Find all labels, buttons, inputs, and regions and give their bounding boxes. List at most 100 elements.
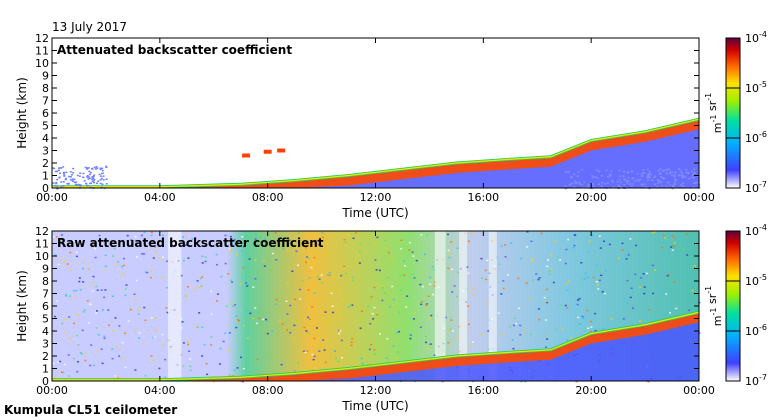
- noise-speck: [227, 273, 230, 275]
- noise-speck: [224, 262, 227, 265]
- noise-speck: [307, 289, 310, 291]
- noise-speck: [419, 326, 422, 329]
- noise-speck: [485, 259, 488, 262]
- noise-speck: [448, 252, 451, 254]
- noise-speck: [451, 291, 454, 293]
- noise-speck: [354, 260, 357, 262]
- noise-speck: [199, 277, 202, 280]
- noise-speck: [500, 245, 503, 248]
- noise-speck: [480, 257, 483, 260]
- noise-speck: [94, 256, 97, 259]
- noise-speck: [350, 344, 353, 347]
- noise-speck: [219, 347, 222, 350]
- low-echo-speck: [101, 172, 104, 175]
- noise-speck: [134, 369, 137, 371]
- noise-speck: [236, 318, 239, 321]
- noise-speck: [220, 275, 223, 278]
- noise-speck: [138, 332, 141, 334]
- boundary-layer-region: [52, 312, 699, 381]
- noise-speck: [384, 239, 387, 242]
- noise-speck: [286, 313, 289, 315]
- noise-speck: [403, 274, 406, 276]
- low-echo-speck: [578, 181, 581, 184]
- noise-speck: [238, 320, 241, 322]
- noise-speck: [500, 333, 503, 336]
- noise-speck: [331, 305, 334, 307]
- noise-speck: [324, 361, 327, 364]
- noise-speck: [123, 257, 126, 260]
- noise-speck: [314, 262, 317, 264]
- low-echo-speck: [54, 170, 57, 173]
- noise-speck: [227, 350, 230, 352]
- noise-speck: [121, 272, 124, 274]
- low-echo-speck: [606, 175, 609, 178]
- y-tick-label: 1: [42, 363, 49, 376]
- noise-speck: [328, 274, 331, 277]
- noise-speck: [254, 307, 257, 309]
- noise-speck: [457, 271, 460, 274]
- noise-speck: [65, 293, 68, 296]
- low-echo-speck: [636, 179, 639, 181]
- y-tick-label: 10: [35, 250, 49, 263]
- noise-speck: [143, 306, 146, 309]
- low-echo-speck: [673, 176, 676, 178]
- low-echo-speck: [692, 172, 695, 174]
- low-echo-speck: [86, 184, 89, 187]
- noise-speck: [326, 274, 329, 276]
- noise-speck: [69, 268, 72, 271]
- noise-speck: [337, 360, 340, 362]
- noise-speck: [373, 353, 376, 355]
- noise-speck: [598, 279, 601, 282]
- noise-speck: [62, 371, 65, 374]
- colorbar-tick-label: 10-4: [745, 30, 767, 45]
- noise-speck: [629, 296, 632, 299]
- low-echo-speck: [57, 167, 60, 169]
- low-echo-speck: [626, 180, 629, 182]
- noise-speck: [654, 269, 657, 271]
- noise-speck: [161, 333, 164, 336]
- noise-speck: [137, 313, 140, 315]
- noise-speck: [638, 286, 641, 289]
- low-echo-speck: [649, 176, 652, 179]
- noise-speck: [433, 284, 436, 287]
- noise-speck: [395, 357, 398, 359]
- noise-speck: [387, 251, 390, 254]
- noise-speck: [317, 243, 320, 246]
- noise-speck: [359, 327, 362, 329]
- noise-speck: [203, 343, 206, 346]
- noise-speck: [83, 309, 86, 311]
- y-tick-label: 0: [42, 375, 49, 388]
- noise-speck: [112, 255, 115, 257]
- noise-speck: [370, 295, 373, 298]
- noise-speck: [486, 303, 489, 305]
- noise-speck: [481, 277, 484, 280]
- low-echo-speck: [76, 174, 79, 177]
- low-echo-speck: [71, 178, 74, 180]
- noise-speck: [323, 349, 326, 351]
- noise-speck: [130, 239, 133, 241]
- noise-speck: [59, 360, 62, 363]
- noise-speck: [600, 274, 603, 277]
- noise-speck: [578, 298, 581, 300]
- noise-speck: [266, 332, 269, 335]
- noise-speck: [324, 341, 327, 344]
- noise-speck: [647, 380, 650, 383]
- noise-speck: [54, 375, 57, 378]
- low-echo-speck: [568, 171, 571, 173]
- noise-speck: [254, 259, 257, 261]
- noise-speck: [403, 264, 406, 267]
- noise-speck: [426, 234, 429, 237]
- low-echo-speck: [62, 180, 65, 183]
- noise-speck: [392, 298, 395, 301]
- noise-speck: [152, 257, 155, 259]
- low-echo-speck: [670, 174, 673, 177]
- noise-speck: [375, 269, 378, 271]
- noise-speck: [252, 286, 255, 288]
- noise-speck: [144, 319, 147, 322]
- low-echo-speck: [86, 176, 89, 178]
- noise-speck: [100, 289, 103, 291]
- noise-speck: [408, 241, 411, 244]
- noise-speck: [308, 318, 311, 320]
- noise-speck: [451, 268, 454, 271]
- colorbar-unit: m-1 sr-1: [704, 286, 724, 326]
